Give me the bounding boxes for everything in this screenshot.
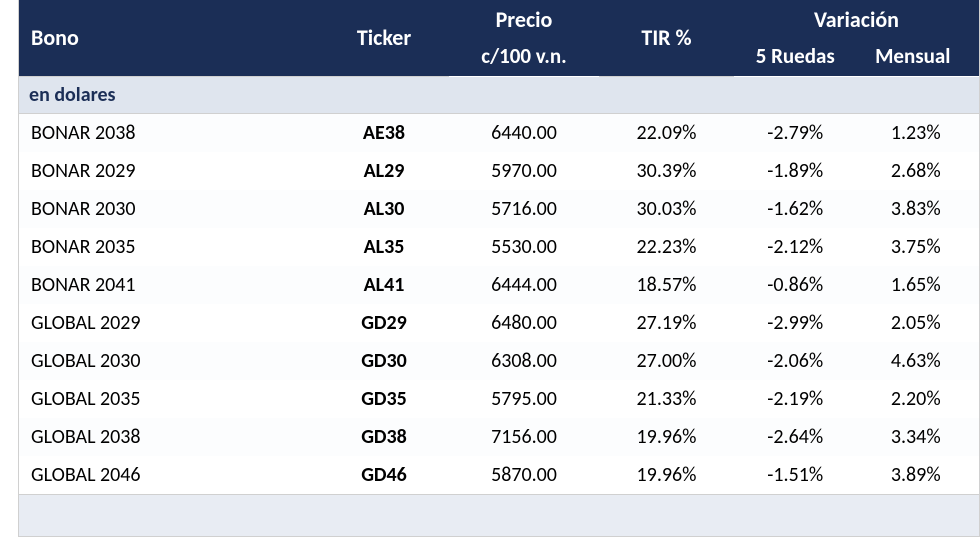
cell-var5: -1.62% [734,190,857,228]
cell-ticker: AL30 [319,190,449,228]
footer-cell [19,494,979,536]
cell-precio: 6308.00 [449,342,599,380]
cell-ticker: GD29 [319,304,449,342]
table-row: GLOBAL 2035GD355795.0021.33%-2.19%2.20% [19,380,979,418]
cell-tir: 19.96% [599,456,734,495]
cell-precio: 6440.00 [449,113,599,152]
cell-tir: 30.39% [599,152,734,190]
cell-tir: 22.23% [599,228,734,266]
table-row: BONAR 2029AL295970.0030.39%-1.89%2.68% [19,152,979,190]
cell-ticker: GD35 [319,380,449,418]
header-tir: TIR % [599,0,734,76]
cell-ticker: GD46 [319,456,449,495]
cell-precio: 5970.00 [449,152,599,190]
cell-precio: 5716.00 [449,190,599,228]
cell-precio: 6444.00 [449,266,599,304]
cell-var5: -0.86% [734,266,857,304]
bonds-table: Bono Ticker Precio TIR % Variación c/100… [19,0,979,536]
cell-var5: -2.19% [734,380,857,418]
cell-bono: GLOBAL 2035 [19,380,319,418]
header-precio-l1: Precio [449,0,599,41]
table-row: GLOBAL 2029GD296480.0027.19%-2.99%2.05% [19,304,979,342]
cell-varm: 2.20% [857,380,980,418]
cell-ticker: AE38 [319,113,449,152]
cell-varm: 3.34% [857,418,980,456]
cell-bono: BONAR 2041 [19,266,319,304]
cell-var5: -2.64% [734,418,857,456]
cell-bono: GLOBAL 2038 [19,418,319,456]
cell-bono: GLOBAL 2029 [19,304,319,342]
cell-ticker: AL41 [319,266,449,304]
cell-ticker: GD38 [319,418,449,456]
cell-tir: 27.00% [599,342,734,380]
cell-tir: 18.57% [599,266,734,304]
cell-varm: 1.23% [857,113,980,152]
cell-ticker: GD30 [319,342,449,380]
footer-row [19,494,979,536]
table-row: BONAR 2041AL416444.0018.57%-0.86%1.65% [19,266,979,304]
cell-tir: 22.09% [599,113,734,152]
cell-var5: -2.12% [734,228,857,266]
cell-var5: -1.51% [734,456,857,495]
header-ticker: Ticker [319,0,449,76]
cell-tir: 30.03% [599,190,734,228]
cell-tir: 19.96% [599,418,734,456]
cell-tir: 21.33% [599,380,734,418]
header-precio-l2: c/100 v.n. [449,41,599,77]
cell-var5: -2.06% [734,342,857,380]
table-row: GLOBAL 2030GD306308.0027.00%-2.06%4.63% [19,342,979,380]
cell-var5: -2.99% [734,304,857,342]
header-var-5ruedas: 5 Ruedas [734,41,857,77]
header-var-mensual: Mensual [857,41,980,77]
cell-ticker: AL29 [319,152,449,190]
cell-bono: BONAR 2035 [19,228,319,266]
cell-bono: GLOBAL 2046 [19,456,319,495]
cell-precio: 5795.00 [449,380,599,418]
bonds-table-wrap: Bono Ticker Precio TIR % Variación c/100… [18,0,980,537]
cell-bono: BONAR 2029 [19,152,319,190]
cell-precio: 5530.00 [449,228,599,266]
cell-varm: 2.05% [857,304,980,342]
cell-tir: 27.19% [599,304,734,342]
header-variacion: Variación [734,0,979,41]
cell-varm: 1.65% [857,266,980,304]
cell-ticker: AL35 [319,228,449,266]
table-body: en dolares BONAR 2038AE386440.0022.09%-2… [19,76,979,536]
cell-var5: -2.79% [734,113,857,152]
table-row: GLOBAL 2038GD387156.0019.96%-2.64%3.34% [19,418,979,456]
table-row: BONAR 2035AL355530.0022.23%-2.12%3.75% [19,228,979,266]
cell-varm: 3.89% [857,456,980,495]
table-row: BONAR 2030AL305716.0030.03%-1.62%3.83% [19,190,979,228]
cell-precio: 7156.00 [449,418,599,456]
table-header: Bono Ticker Precio TIR % Variación c/100… [19,0,979,76]
table-row: BONAR 2038AE386440.0022.09%-2.79%1.23% [19,113,979,152]
section-row: en dolares [19,76,979,113]
cell-bono: GLOBAL 2030 [19,342,319,380]
cell-varm: 2.68% [857,152,980,190]
cell-precio: 5870.00 [449,456,599,495]
section-label: en dolares [19,76,979,113]
cell-precio: 6480.00 [449,304,599,342]
cell-bono: BONAR 2038 [19,113,319,152]
cell-varm: 3.75% [857,228,980,266]
cell-var5: -1.89% [734,152,857,190]
header-bono: Bono [19,0,319,76]
table-row: GLOBAL 2046GD465870.0019.96%-1.51%3.89% [19,456,979,495]
cell-varm: 3.83% [857,190,980,228]
cell-bono: BONAR 2030 [19,190,319,228]
cell-varm: 4.63% [857,342,980,380]
